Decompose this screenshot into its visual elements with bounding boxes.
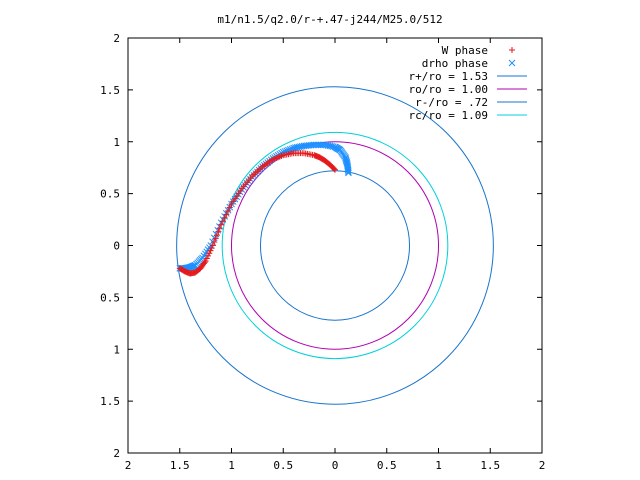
- w-phase-point: [221, 214, 228, 221]
- w-phase-point: [207, 247, 214, 254]
- reference-circles: [176, 86, 494, 405]
- w-phase-point: [176, 265, 183, 272]
- w-phase-point: [177, 265, 184, 272]
- y-tick-label: 0: [113, 240, 120, 253]
- drho-phase-point: [342, 156, 350, 164]
- y-tick-label: 1: [113, 136, 120, 149]
- reference-circle: [259, 170, 411, 321]
- x-tick-label: 2: [125, 459, 132, 472]
- legend-label: W phase: [442, 44, 488, 57]
- legend-label: r+/ro = 1.53: [409, 70, 488, 83]
- chart-title: m1/n1.5/q2.0/r-+.47-j244/M25.0/512: [217, 13, 442, 26]
- x-tick-label: 0.5: [377, 459, 397, 472]
- w-phase-point: [203, 255, 210, 262]
- data-series: [176, 141, 352, 277]
- y-tick-label: 0.5: [100, 291, 120, 304]
- legend-marker-plus: [509, 47, 515, 53]
- x-tick-label: 1.5: [170, 459, 190, 472]
- w-phase-point: [211, 239, 218, 246]
- y-tick-label: 0.5: [100, 188, 120, 201]
- x-tick-label: 1: [435, 459, 442, 472]
- x-tick-label: 2: [539, 459, 546, 472]
- legend-marker-x: [508, 59, 516, 67]
- w-phase-point: [225, 207, 232, 214]
- w-phase-point: [218, 221, 225, 228]
- reference-circle: [231, 141, 439, 350]
- legend-label: drho phase: [422, 57, 488, 70]
- legend-label: rc/ro = 1.09: [409, 109, 488, 122]
- w-phase-point: [208, 245, 215, 252]
- legend-label: r-/ro = .72: [415, 96, 488, 109]
- x-tick-label: 1: [228, 459, 235, 472]
- y-tick-label: 1.5: [100, 395, 120, 408]
- axis-ticks: 2 1.5 1 0.5 0 0.5 1 1.5 221.510.500.511.52: [100, 32, 545, 472]
- w-phase-point: [206, 250, 213, 257]
- y-tick-label: 1.5: [100, 84, 120, 97]
- drho-phase-point: [210, 234, 218, 242]
- drho-phase-point: [290, 144, 297, 152]
- x-tick-label: 1.5: [480, 459, 500, 472]
- reference-circle: [221, 131, 449, 360]
- y-tick-label: 2: [113, 447, 120, 460]
- w-phase-point: [226, 204, 233, 211]
- w-phase-point: [228, 201, 235, 207]
- reference-circle: [176, 86, 494, 405]
- w-phase-point: [215, 228, 222, 235]
- w-phase-point: [214, 232, 221, 239]
- w-phase-point: [205, 252, 212, 259]
- y-tick-label: 2: [113, 32, 120, 45]
- y-tick-label: 1: [113, 343, 120, 356]
- w-phase-point: [212, 235, 219, 242]
- w-phase-point: [216, 225, 223, 232]
- legend-label: ro/ro = 1.00: [409, 83, 488, 96]
- x-tick-label: 0: [332, 459, 339, 472]
- w-phase-series: [176, 150, 338, 277]
- w-phase-point: [223, 211, 230, 218]
- w-phase-point: [209, 242, 216, 249]
- x-tick-label: 0.5: [273, 459, 293, 472]
- w-phase-point: [219, 218, 226, 225]
